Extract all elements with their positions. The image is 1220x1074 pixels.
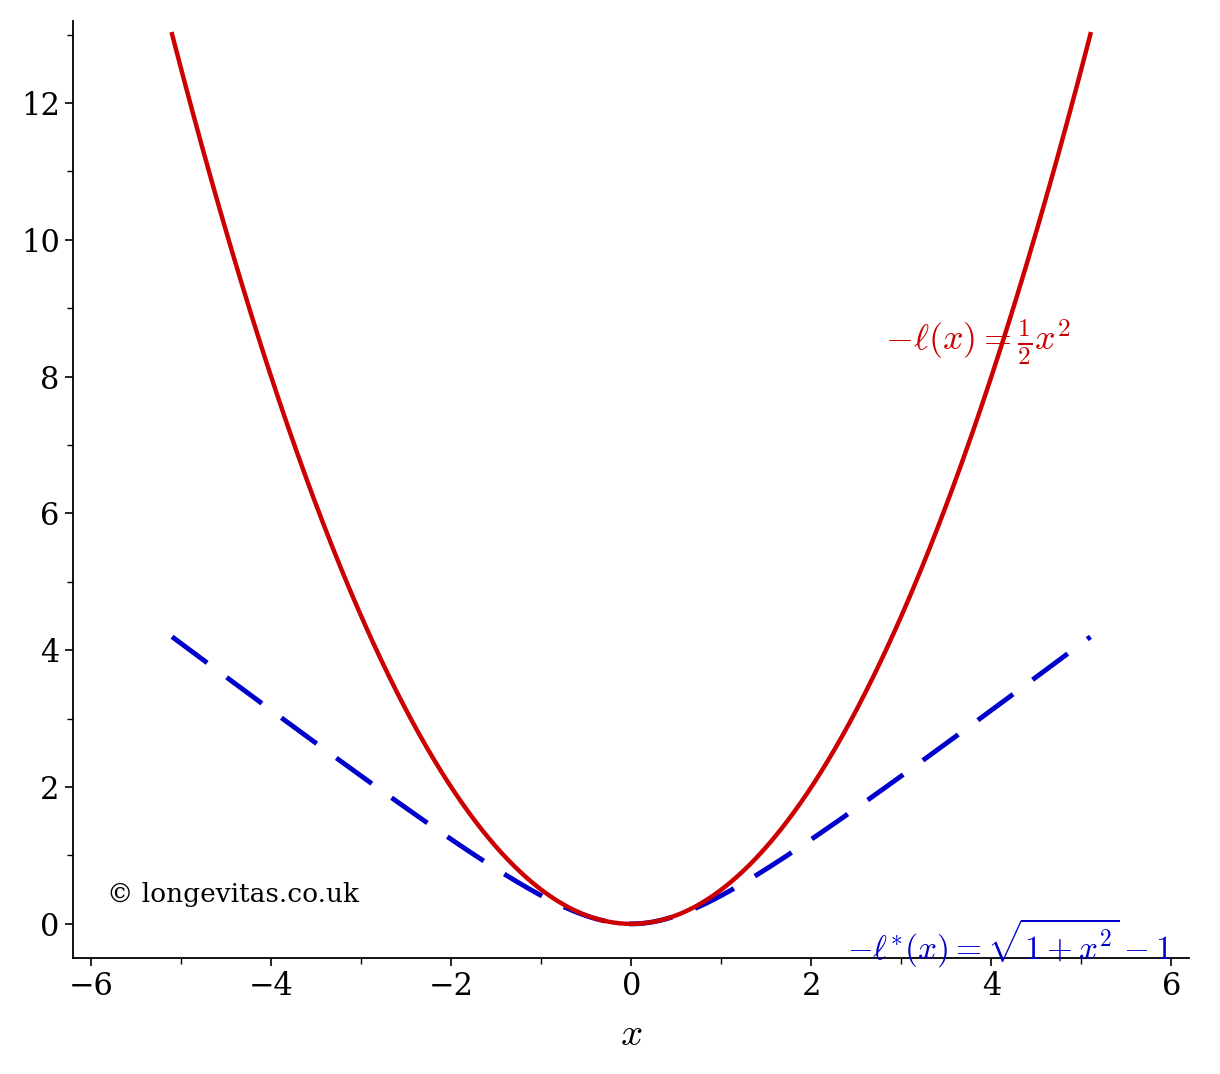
- X-axis label: $x$: $x$: [620, 1016, 643, 1054]
- Text: $-\ell(x) = \frac{1}{2}x^2$: $-\ell(x) = \frac{1}{2}x^2$: [884, 318, 1071, 367]
- Text: © longevitas.co.uk: © longevitas.co.uk: [106, 882, 359, 906]
- Text: $-\ell^{*}(x) = \sqrt{1+x^2}-1$: $-\ell^{*}(x) = \sqrt{1+x^2}-1$: [847, 916, 1171, 970]
